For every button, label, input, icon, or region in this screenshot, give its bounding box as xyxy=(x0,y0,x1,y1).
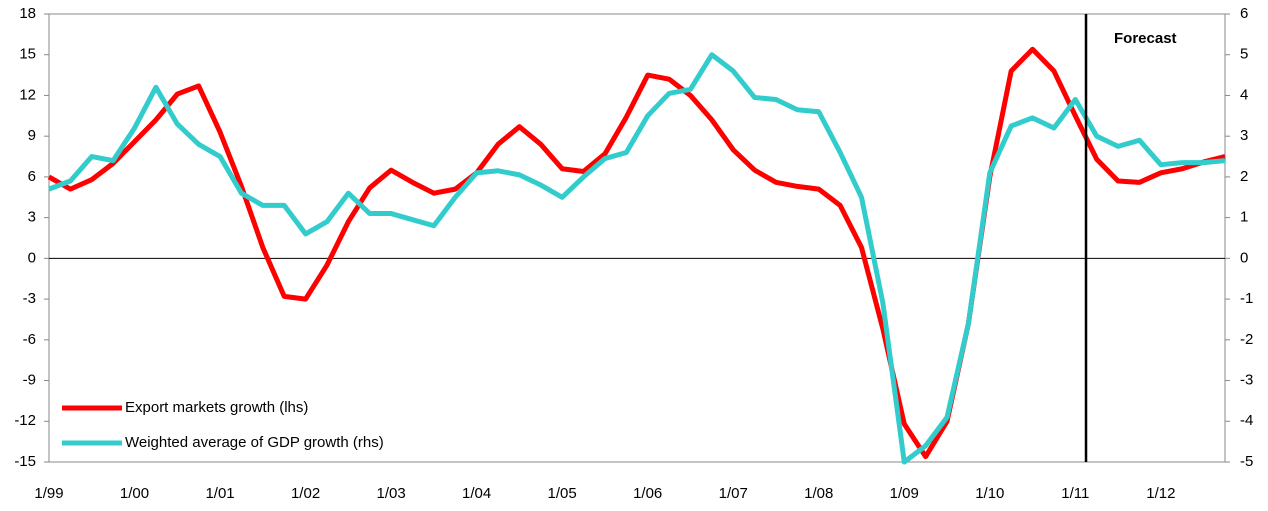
x-tick-label: 1/08 xyxy=(804,485,833,502)
y2-tick-label: 2 xyxy=(1240,168,1248,185)
y-tick-label: -6 xyxy=(23,331,36,348)
legend-box xyxy=(55,392,492,460)
x-tick-label: 1/01 xyxy=(205,485,234,502)
x-tick-label: 1/05 xyxy=(548,485,577,502)
y-tick-label: 6 xyxy=(28,168,36,185)
y2-tick-label: 1 xyxy=(1240,209,1248,226)
x-tick-label: 1/03 xyxy=(377,485,406,502)
y-tick-label: 12 xyxy=(19,86,36,103)
series-line xyxy=(48,52,1226,465)
y-tick-label: 18 xyxy=(19,5,36,22)
x-tick-label: 1/00 xyxy=(120,485,149,502)
y2-tick-label: 3 xyxy=(1240,127,1248,144)
y-tick-label: 3 xyxy=(28,209,36,226)
y-tick-label: 0 xyxy=(28,249,36,266)
y2-tick-label: -1 xyxy=(1240,290,1253,307)
y2-tick-label: 4 xyxy=(1240,86,1248,103)
y2-tick-label: -2 xyxy=(1240,331,1253,348)
y-tick-label: -15 xyxy=(14,453,36,470)
y-tick-label: -3 xyxy=(23,290,36,307)
x-tick-label: 1/07 xyxy=(719,485,748,502)
y-tick-label: -9 xyxy=(23,372,36,389)
y-tick-label: 9 xyxy=(28,127,36,144)
x-tick-label: 1/12 xyxy=(1146,485,1175,502)
x-tick-label: 1/11 xyxy=(1061,485,1089,502)
y2-tick-label: 6 xyxy=(1240,5,1248,22)
x-tick-label: 1/02 xyxy=(291,485,320,502)
annotation: Forecast xyxy=(1114,30,1177,47)
x-tick-label: 1/99 xyxy=(34,485,63,502)
x-tick-label: 1/09 xyxy=(890,485,919,502)
legend-label: Weighted average of GDP growth (rhs) xyxy=(125,434,384,451)
y-tick-label: -12 xyxy=(14,412,36,429)
x-tick-label: 1/04 xyxy=(462,485,491,502)
x-tick-label: 1/10 xyxy=(975,485,1004,502)
plot-frame xyxy=(48,13,1226,463)
legend-label: Export markets growth (lhs) xyxy=(125,399,308,416)
y2-tick-label: -3 xyxy=(1240,372,1253,389)
y2-tick-label: -4 xyxy=(1240,412,1253,429)
y-tick-label: 15 xyxy=(19,46,36,63)
y2-tick-label: -5 xyxy=(1240,453,1253,470)
y2-tick-label: 0 xyxy=(1240,249,1248,266)
x-tick-label: 1/06 xyxy=(633,485,662,502)
y2-tick-label: 5 xyxy=(1240,46,1248,63)
